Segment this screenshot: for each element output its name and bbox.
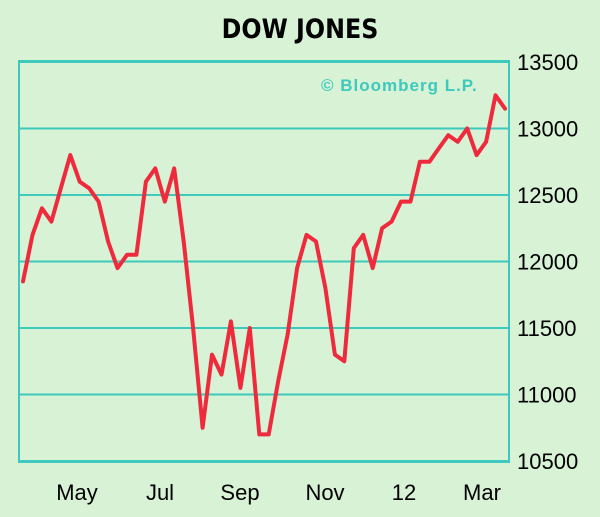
data-point: [78, 180, 82, 184]
data-point: [333, 353, 337, 357]
y-tick-label: 13000: [517, 117, 578, 142]
data-point: [361, 233, 365, 237]
data-point: [144, 180, 148, 184]
data-point: [304, 233, 309, 237]
data-point: [219, 373, 224, 377]
y-tick-label: 11000: [517, 383, 577, 408]
data-point: [465, 126, 469, 131]
x-tick-label: Jul: [146, 480, 174, 505]
data-point: [399, 200, 403, 204]
data-point: [295, 266, 299, 270]
data-point: [493, 93, 498, 97]
data-point: [238, 386, 242, 390]
data-point: [248, 326, 252, 330]
data-point: [106, 239, 110, 244]
data-point: [352, 246, 356, 250]
data-point: [49, 220, 54, 224]
data-point: [21, 279, 25, 283]
data-point: [182, 239, 186, 244]
x-tick-label: Nov: [305, 480, 344, 505]
data-point: [134, 253, 138, 257]
data-point: [68, 153, 72, 157]
y-tick-label: 12000: [517, 250, 578, 275]
y-tick-label: 10500: [517, 449, 578, 474]
data-point: [115, 266, 120, 270]
data-point: [323, 286, 327, 290]
data-point: [125, 253, 129, 257]
x-tick-label: May: [56, 480, 98, 505]
data-point: [446, 133, 450, 137]
data-point: [276, 379, 280, 383]
data-point: [484, 140, 488, 144]
y-tick-label: 12500: [517, 183, 578, 208]
data-point: [342, 359, 346, 363]
data-point: [418, 160, 422, 164]
data-point: [40, 206, 44, 210]
data-point: [229, 319, 233, 323]
data-point: [456, 140, 460, 144]
data-point: [172, 166, 176, 170]
x-axis: May Jul Sep Nov 12 Mar: [56, 480, 501, 505]
data-point: [257, 432, 261, 436]
x-tick-label: 12: [392, 480, 416, 505]
data-point: [267, 432, 271, 436]
series-line: [21, 93, 507, 437]
data-point: [408, 200, 413, 204]
x-tick-label: Sep: [220, 480, 259, 505]
y-tick-label: 11500: [517, 316, 577, 341]
data-point: [503, 107, 507, 111]
data-point: [163, 200, 167, 204]
data-point: [87, 186, 91, 190]
data-point: [427, 160, 431, 164]
y-axis: 10500 11000 11500 12000 12500 13000 13500: [517, 50, 578, 474]
chart-title: DOW JONES: [222, 13, 379, 45]
data-point: [437, 146, 441, 150]
y-tick-label: 13500: [517, 50, 578, 75]
data-point: [30, 233, 35, 237]
data-point: [201, 426, 205, 430]
data-point: [59, 186, 63, 190]
data-point: [191, 326, 195, 330]
watermark: © Bloomberg L.P.: [321, 76, 478, 95]
data-point: [380, 226, 384, 230]
data-point: [97, 200, 101, 204]
data-point: [390, 220, 394, 224]
data-point: [314, 239, 318, 244]
data-point: [153, 166, 157, 170]
data-point: [371, 266, 375, 270]
line-series: [21, 93, 507, 437]
plot-frame: [18, 60, 510, 463]
data-point: [210, 353, 214, 357]
grid-lines: [20, 61, 508, 462]
x-tick-label: Mar: [463, 480, 501, 505]
data-point: [286, 333, 290, 337]
data-point: [475, 153, 479, 157]
